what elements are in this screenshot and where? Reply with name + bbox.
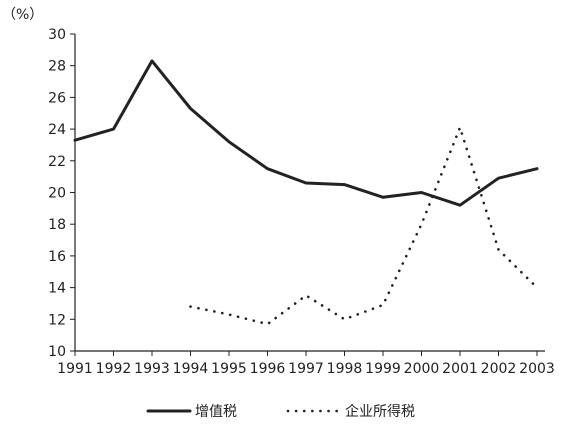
x-tick-label: 1996 (250, 361, 286, 377)
legend: 增值税 企业所得税 (146, 403, 415, 420)
x-tick-label: 1997 (288, 361, 324, 377)
x-tick-label: 1991 (57, 361, 93, 377)
y-tick-label: 24 (48, 122, 66, 138)
series-layer (73, 59, 539, 326)
series-line-2 (189, 126, 539, 326)
x-tick-label: 1995 (211, 361, 247, 377)
y-tick-label: 20 (48, 186, 66, 202)
x-tick-label: 2003 (519, 361, 555, 377)
legend-label-2: 企业所得税 (345, 403, 415, 420)
x-tick-label: 2001 (442, 361, 478, 377)
x-tick-label: 2000 (404, 361, 440, 377)
legend-label-1: 增值税 (195, 404, 237, 420)
axes (74, 34, 545, 352)
x-tick-label: 1992 (96, 361, 132, 377)
x-tick-label: 1993 (134, 361, 170, 377)
y-tick-label: 22 (48, 154, 66, 170)
y-tick-label: 28 (48, 59, 66, 75)
y-tick-label: 18 (48, 217, 66, 233)
y-tick-label: 16 (48, 249, 66, 265)
y-axis-ticks: 10 12 14 16 18 20 22 24 26 28 30 (48, 27, 75, 360)
x-tick-label: 1994 (173, 361, 209, 377)
x-tick-label: 2002 (481, 361, 517, 377)
y-tick-label: 12 (48, 312, 66, 328)
x-tick-label: 1999 (365, 361, 401, 377)
y-axis-label: （%） (2, 7, 43, 23)
y-tick-label: 14 (48, 281, 66, 297)
y-tick-label: 10 (48, 344, 66, 360)
x-axis-ticks: 1991 1992 1993 1994 1995 1996 1997 1998 1999 2000… (57, 351, 555, 377)
y-tick-label: 26 (48, 90, 66, 106)
y-tick-label: 30 (48, 27, 66, 43)
series-line-1 (73, 59, 539, 207)
x-tick-label: 1998 (327, 361, 363, 377)
